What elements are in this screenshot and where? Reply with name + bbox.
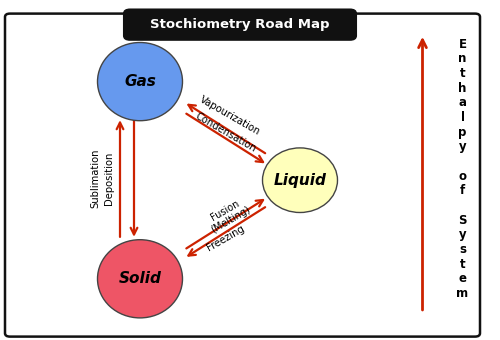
Ellipse shape: [262, 148, 338, 212]
Text: t: t: [460, 258, 466, 271]
Text: e: e: [458, 272, 466, 286]
Text: Gas: Gas: [124, 74, 156, 89]
Text: o: o: [458, 170, 466, 183]
Text: S: S: [458, 214, 467, 227]
Text: l: l: [460, 111, 464, 124]
Text: a: a: [458, 97, 466, 109]
Text: Condensation: Condensation: [194, 111, 258, 154]
Text: y: y: [458, 140, 466, 153]
Text: Stochiometry Road Map: Stochiometry Road Map: [150, 18, 330, 31]
Text: s: s: [459, 243, 466, 256]
Text: E: E: [458, 38, 466, 51]
Text: y: y: [458, 228, 466, 241]
Text: t: t: [460, 67, 466, 80]
Text: Vapourization: Vapourization: [198, 94, 262, 137]
FancyBboxPatch shape: [124, 10, 356, 40]
Text: Deposition: Deposition: [104, 152, 114, 205]
Text: Solid: Solid: [118, 271, 162, 286]
Ellipse shape: [98, 42, 182, 121]
Ellipse shape: [98, 240, 182, 318]
Text: m: m: [456, 287, 468, 300]
Text: Sublimation: Sublimation: [90, 149, 100, 208]
Text: Freezing: Freezing: [206, 223, 246, 253]
Text: Fusion
(Melting): Fusion (Melting): [204, 195, 252, 235]
Text: p: p: [458, 126, 466, 139]
Text: Liquid: Liquid: [274, 173, 326, 188]
Text: n: n: [458, 52, 466, 65]
Text: f: f: [460, 184, 465, 198]
Text: h: h: [458, 82, 466, 95]
